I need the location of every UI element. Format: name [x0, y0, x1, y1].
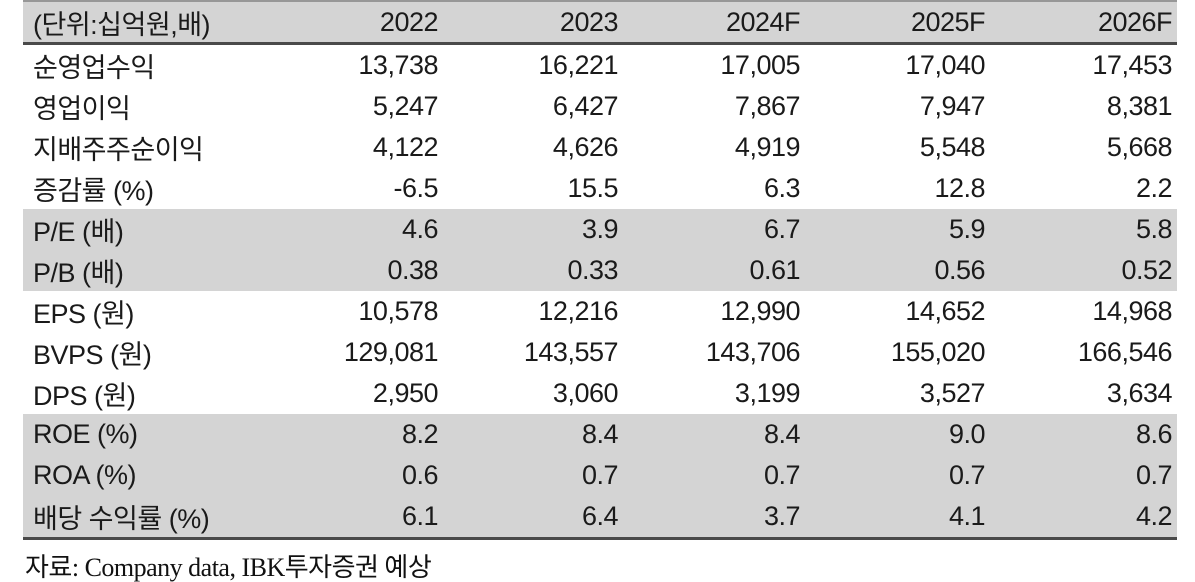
column-header-2024f: 2024F: [725, 6, 800, 37]
row-label: P/E (배): [33, 217, 124, 247]
cell-value: 17,040: [905, 50, 985, 80]
cell-value: 0.56: [934, 255, 985, 285]
table-row: 지배주주순이익 4,122 4,626 4,919 5,548 5,668: [23, 127, 1177, 168]
financial-summary-table: (단위:십억원,배) 2022 2023 2024F 2025F 2026F 순…: [23, 0, 1177, 540]
row-label: 지배주주순이익: [33, 135, 204, 165]
cell-value: 155,020: [890, 337, 985, 367]
cell-value: 6.4: [581, 501, 618, 531]
cell-value: 2.2: [1135, 173, 1173, 203]
table-row: DPS (원) 2,950 3,060 3,199 3,527 3,634: [23, 373, 1177, 414]
table-row: 배당 수익률 (%) 6.1 6.4 3.7 4.1 4.2: [23, 496, 1177, 539]
row-label: BVPS (원): [33, 340, 152, 370]
table-row: P/E (배) 4.6 3.9 6.7 5.9 5.8: [23, 209, 1177, 250]
cell-value: 4,626: [552, 132, 618, 162]
cell-value: 6,427: [552, 91, 618, 121]
cell-value: 6.1: [401, 501, 438, 531]
cell-value: 9.0: [948, 419, 985, 449]
cell-value: 7,947: [919, 91, 985, 121]
row-label: EPS (원): [33, 299, 134, 329]
column-header-2025f: 2025F: [910, 6, 985, 37]
cell-value: 6.7: [763, 214, 800, 244]
row-label: ROA (%): [33, 460, 137, 490]
cell-value: 3.7: [763, 501, 800, 531]
cell-value: 0.52: [1121, 255, 1172, 285]
table-row: BVPS (원) 129,081 143,557 143,706 155,020 166,…: [23, 332, 1177, 373]
cell-value: 17,453: [1092, 50, 1172, 80]
cell-value: 0.33: [567, 255, 618, 285]
cell-value: 12,990: [720, 296, 800, 326]
cell-value: 3,199: [734, 378, 800, 408]
cell-value: 4,919: [734, 132, 800, 162]
source-note: 자료: Company data, IBK투자증권 예상: [25, 553, 432, 582]
row-label: 배당 수익률 (%): [33, 504, 210, 534]
cell-value: 143,706: [705, 337, 800, 367]
table-row: ROE (%) 8.2 8.4 8.4 9.0 8.6: [23, 414, 1177, 455]
cell-value: 3,527: [919, 378, 985, 408]
cell-value: 4.2: [1135, 501, 1173, 531]
unit-label: (단위:십억원,배): [33, 9, 211, 40]
cell-value: 0.7: [1135, 460, 1173, 490]
cell-value: 12.8: [934, 173, 985, 203]
column-header-2026f: 2026F: [1097, 6, 1173, 37]
cell-value: 6.3: [763, 173, 800, 203]
row-label: 순영업수익: [33, 53, 155, 83]
table-row: ROA (%) 0.6 0.7 0.7 0.7 0.7: [23, 455, 1177, 496]
cell-value: 8.4: [763, 419, 800, 449]
cell-value: 0.61: [749, 255, 800, 285]
cell-value: 5.9: [948, 214, 985, 244]
cell-value: 166,546: [1077, 337, 1173, 367]
table-row: 순영업수익 13,738 16,221 17,005 17,040 17,453: [23, 44, 1177, 87]
row-label: 증감률 (%): [33, 176, 154, 206]
cell-value: 3,060: [552, 378, 618, 408]
cell-value: 5,548: [919, 132, 985, 162]
column-header-2023: 2023: [559, 6, 618, 37]
cell-value: 12,216: [538, 296, 618, 326]
cell-value: 143,557: [523, 337, 618, 367]
cell-value: 14,652: [905, 296, 985, 326]
cell-value: 3.9: [581, 214, 618, 244]
column-header-2022: 2022: [379, 6, 438, 37]
cell-value: 2,950: [372, 378, 438, 408]
table-header-row: (단위:십억원,배) 2022 2023 2024F 2025F 2026F: [23, 1, 1177, 44]
cell-value: 10,578: [358, 296, 438, 326]
cell-value: 5,668: [1106, 132, 1173, 162]
cell-value: 8,381: [1106, 91, 1173, 121]
cell-value: 13,738: [358, 50, 438, 80]
cell-value: 17,005: [720, 50, 800, 80]
cell-value: 0.7: [763, 460, 800, 490]
cell-value: 14,968: [1092, 296, 1172, 326]
row-label: 영업이익: [33, 94, 131, 124]
cell-value: 8.6: [1135, 419, 1173, 449]
cell-value: 16,221: [538, 50, 618, 80]
table-row: EPS (원) 10,578 12,216 12,990 14,652 14,968: [23, 291, 1177, 332]
table-row: 증감률 (%) -6.5 15.5 6.3 12.8 2.2: [23, 168, 1177, 209]
row-label: DPS (원): [33, 381, 136, 411]
cell-value: 0.7: [948, 460, 985, 490]
table-body: 순영업수익 13,738 16,221 17,005 17,040 17,453 영업이익 5…: [23, 44, 1177, 539]
cell-value: 5,247: [372, 91, 438, 121]
cell-value: 0.7: [581, 460, 618, 490]
row-label: ROE (%): [33, 419, 138, 449]
cell-value: 4.6: [401, 214, 438, 244]
cell-value: 8.4: [581, 419, 618, 449]
cell-value: 4.1: [948, 501, 985, 531]
cell-value: 3,634: [1106, 378, 1173, 408]
cell-value: 0.38: [387, 255, 438, 285]
cell-value: 129,081: [343, 337, 438, 367]
cell-value: 15.5: [567, 173, 618, 203]
cell-value: -6.5: [393, 173, 438, 203]
cell-value: 8.2: [401, 419, 438, 449]
cell-value: 7,867: [734, 91, 800, 121]
table-row: P/B (배) 0.38 0.33 0.61 0.56 0.52: [23, 250, 1177, 291]
cell-value: 4,122: [372, 132, 438, 162]
cell-value: 5.8: [1135, 214, 1173, 244]
cell-value: 0.6: [401, 460, 438, 490]
table-row: 영업이익 5,247 6,427 7,867 7,947 8,381: [23, 86, 1177, 127]
row-label: P/B (배): [33, 258, 124, 288]
